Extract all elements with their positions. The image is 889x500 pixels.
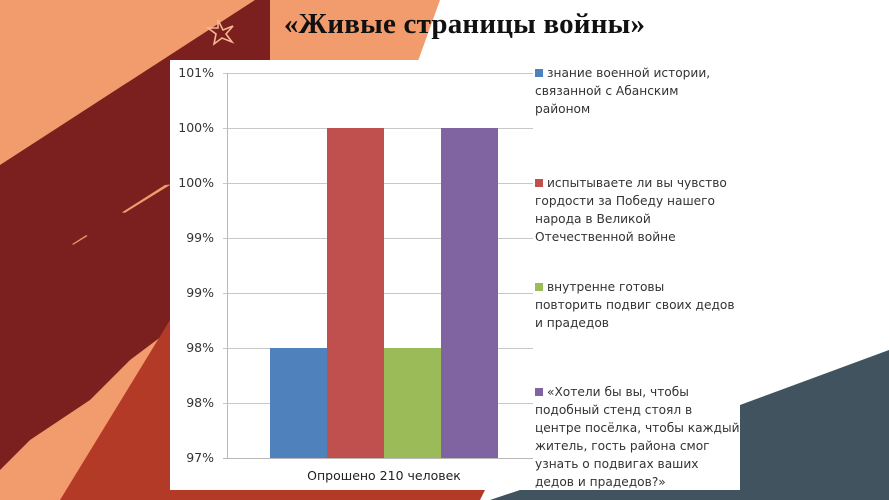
star-icon: [205, 19, 235, 46]
gridline: [223, 73, 533, 74]
y-tick-label: 100%: [178, 175, 214, 190]
legend-swatch-blue: [535, 69, 543, 77]
y-tick-label: 98%: [186, 395, 214, 410]
chart-container: 101% 100% 100% 99% 99% 98% 98% 97% Опрош…: [170, 60, 740, 490]
legend-item: знание военной истории, связанной с Абан…: [535, 64, 735, 118]
legend-label: внутренне готовы повторить подвиг своих …: [535, 280, 735, 330]
y-tick-label: 99%: [186, 230, 214, 245]
legend-swatch-green: [535, 283, 543, 291]
x-axis-label: Опрошено 210 человек: [307, 468, 461, 483]
y-tick-label: 97%: [186, 450, 214, 465]
legend-swatch-red: [535, 179, 543, 187]
y-tick-label: 99%: [186, 285, 214, 300]
bar-knowledge-history: [270, 348, 327, 458]
legend-item: «Хотели бы вы, чтобы подобный стенд стоя…: [535, 383, 740, 491]
y-tick-label: 98%: [186, 340, 214, 355]
y-tick-label: 101%: [178, 65, 214, 80]
legend-label: знание военной истории, связанной с Абан…: [535, 66, 711, 116]
legend-label: испытываете ли вы чувство гордости за По…: [535, 176, 727, 244]
bar-memorial-stand: [441, 128, 498, 458]
slide-title: «Живые страницы войны»: [283, 8, 646, 40]
legend-label: «Хотели бы вы, чтобы подобный стенд стоя…: [535, 385, 740, 489]
legend-item: испытываете ли вы чувство гордости за По…: [535, 174, 735, 246]
bar-pride-victory: [327, 128, 384, 458]
legend-item: внутренне готовы повторить подвиг своих …: [535, 278, 735, 332]
y-axis: [227, 73, 228, 459]
x-axis: [223, 458, 533, 459]
y-tick-label: 100%: [178, 120, 214, 135]
legend-swatch-purple: [535, 388, 543, 396]
bar-ready-repeat-feat: [384, 348, 441, 458]
